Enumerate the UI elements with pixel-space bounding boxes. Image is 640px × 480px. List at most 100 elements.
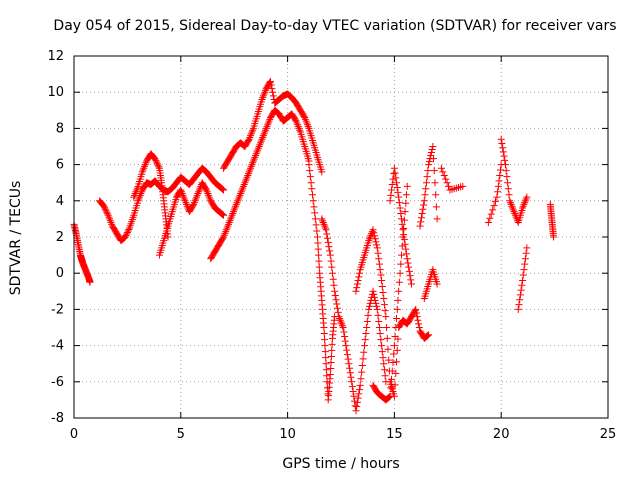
data-point — [374, 249, 382, 257]
data-point — [378, 276, 386, 284]
data-point — [151, 155, 159, 163]
data-point — [315, 257, 323, 265]
data-point — [121, 233, 129, 241]
data-point — [124, 227, 132, 235]
data-point — [388, 375, 396, 383]
data-point — [413, 313, 421, 321]
data-point — [265, 117, 273, 125]
data-point — [501, 161, 509, 169]
data-point — [309, 191, 317, 199]
data-point — [180, 193, 188, 201]
data-point — [130, 193, 138, 201]
data-point — [206, 195, 214, 203]
data-point — [303, 119, 311, 127]
data-point — [400, 235, 408, 243]
data-point — [388, 186, 396, 194]
data-point — [240, 181, 248, 189]
data-point — [140, 164, 148, 172]
data-point — [393, 179, 401, 187]
data-point — [322, 366, 330, 374]
data-point — [523, 244, 531, 252]
data-point — [496, 166, 504, 174]
data-point — [445, 182, 453, 190]
data-point — [233, 199, 241, 207]
data-point — [417, 218, 425, 226]
data-point — [412, 309, 420, 317]
data-point — [293, 119, 301, 127]
data-point — [366, 233, 374, 241]
data-point — [358, 362, 366, 370]
data-point — [203, 188, 211, 196]
data-point — [512, 213, 520, 221]
data-point — [368, 228, 376, 236]
data-point — [365, 237, 373, 245]
y-tick-label: 4 — [56, 194, 64, 209]
data-point — [353, 284, 361, 292]
data-point — [123, 230, 131, 238]
data-point — [251, 153, 259, 161]
data-point — [335, 313, 343, 321]
data-point — [508, 202, 516, 210]
data-point — [235, 193, 243, 201]
data-point — [358, 368, 366, 376]
data-point — [294, 123, 302, 131]
data-point — [365, 305, 373, 313]
data-point — [494, 188, 502, 196]
data-point — [219, 185, 227, 193]
data-point — [220, 211, 228, 219]
data-point — [385, 393, 393, 401]
data-point — [521, 255, 529, 263]
data-point — [328, 340, 336, 348]
data-point — [227, 213, 235, 221]
data-point — [249, 157, 257, 165]
data-point — [103, 208, 111, 216]
series-drop-b — [318, 215, 390, 415]
data-point — [292, 117, 300, 125]
data-point — [519, 276, 527, 284]
data-point — [493, 193, 501, 201]
data-point — [320, 220, 328, 228]
data-point — [242, 175, 250, 183]
data-point — [379, 354, 387, 362]
data-point — [246, 133, 254, 141]
data-point — [373, 244, 381, 252]
data-point — [314, 233, 322, 241]
data-point — [501, 156, 509, 164]
data-point — [397, 209, 405, 217]
series-lower-branch — [155, 179, 228, 259]
data-point — [221, 229, 229, 237]
data-point — [253, 148, 261, 156]
data-point — [153, 160, 161, 168]
data-point — [390, 170, 398, 178]
data-point — [326, 371, 334, 379]
data-point — [515, 301, 523, 309]
data-point — [315, 251, 323, 259]
data-point — [318, 215, 326, 223]
data-point — [498, 139, 506, 147]
data-point — [222, 226, 230, 234]
data-point — [374, 311, 382, 319]
x-tick-label: 20 — [493, 427, 510, 442]
data-point — [399, 226, 407, 234]
data-point — [225, 220, 233, 228]
data-point — [506, 197, 514, 205]
data-point — [237, 188, 245, 196]
data-point — [218, 185, 226, 193]
data-point — [182, 200, 190, 208]
data-point — [394, 296, 402, 304]
data-point — [370, 229, 378, 237]
data-point — [122, 231, 130, 239]
data-point — [250, 155, 258, 163]
data-point — [182, 199, 190, 207]
data-point — [301, 115, 309, 123]
data-point — [430, 167, 438, 175]
data-point — [321, 222, 329, 230]
data-point — [407, 280, 415, 288]
data-point — [389, 175, 397, 183]
data-point — [375, 255, 383, 263]
data-point — [393, 346, 401, 354]
data-point — [372, 299, 380, 307]
data-point — [405, 263, 413, 271]
y-tick-label: 12 — [47, 49, 64, 64]
data-point — [249, 126, 257, 134]
